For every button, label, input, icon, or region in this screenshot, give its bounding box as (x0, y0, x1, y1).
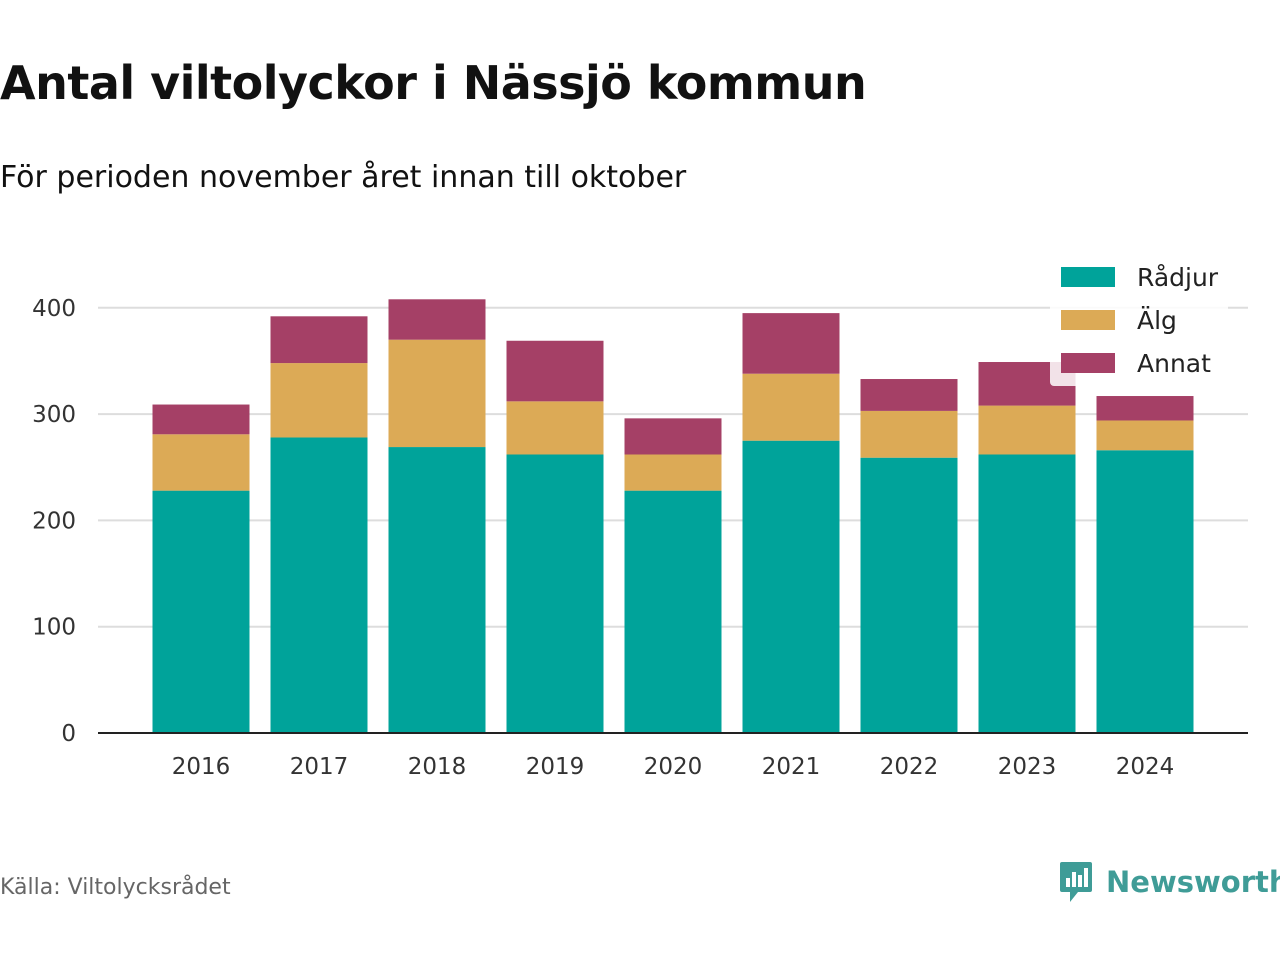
brand-name: Newsworthy (1106, 865, 1280, 899)
y-tick-label: 400 (32, 296, 76, 322)
bar-segment[interactable] (978, 454, 1076, 733)
x-tick-label: 2017 (290, 754, 349, 780)
bar-segment[interactable] (860, 379, 958, 411)
bar-segment[interactable] (742, 440, 840, 733)
x-tick-label: 2024 (1116, 754, 1175, 780)
bar-segment[interactable] (152, 404, 250, 435)
y-tick-label: 300 (32, 402, 76, 428)
bar-segment[interactable] (506, 340, 604, 402)
bar-segment[interactable] (1096, 420, 1194, 451)
bar-segment[interactable] (1096, 450, 1194, 733)
newsworthy-logo-icon (1060, 862, 1092, 902)
bar-segment[interactable] (624, 454, 722, 491)
bar-segment[interactable] (624, 418, 722, 455)
legend-swatch (1061, 310, 1115, 330)
chart-subtitle: För perioden november året innan till ok… (0, 160, 687, 195)
y-tick-label: 0 (61, 721, 76, 747)
legend-swatch (1061, 267, 1115, 287)
legend-label: Annat (1137, 349, 1211, 378)
x-tick-label: 2016 (172, 754, 231, 780)
bar-segment[interactable] (742, 313, 840, 374)
bar-segment[interactable] (388, 447, 486, 733)
bar-segment[interactable] (152, 490, 250, 733)
bar-segment[interactable] (860, 410, 958, 458)
bar-segment[interactable] (506, 454, 604, 733)
x-tick-label: 2019 (526, 754, 585, 780)
y-tick-label: 200 (32, 508, 76, 534)
legend-swatch (1061, 353, 1115, 373)
y-tick-label: 100 (32, 615, 76, 641)
x-tick-label: 2023 (998, 754, 1057, 780)
bar-segment[interactable] (1096, 396, 1194, 421)
legend-label: Rådjur (1137, 263, 1219, 292)
bar-segment[interactable] (742, 373, 840, 441)
bar-segment[interactable] (152, 434, 250, 491)
bar-segment[interactable] (624, 490, 722, 733)
chart-title: Antal viltolyckor i Nässjö kommun (0, 56, 867, 110)
x-tick-label: 2018 (408, 754, 467, 780)
source-note: Källa: Viltolycksrådet (0, 875, 231, 900)
bar-segment[interactable] (860, 457, 958, 733)
bar-segment[interactable] (388, 299, 486, 340)
bar-segment[interactable] (270, 316, 368, 364)
bar-segment[interactable] (270, 363, 368, 438)
bar-segment[interactable] (978, 405, 1076, 455)
bar-segment[interactable] (388, 339, 486, 448)
bar-segment[interactable] (270, 437, 368, 733)
brand-logo[interactable]: Newsworthy (1058, 860, 1280, 904)
legend-label: Älg (1137, 306, 1177, 335)
x-tick-label: 2022 (880, 754, 939, 780)
x-tick-label: 2021 (762, 754, 821, 780)
bar-segment[interactable] (506, 401, 604, 455)
stacked-bar-chart: 0 100 200 300 400 2016 2017 2018 2019 2020 2021 20… (32, 263, 1248, 780)
x-tick-label: 2020 (644, 754, 703, 780)
